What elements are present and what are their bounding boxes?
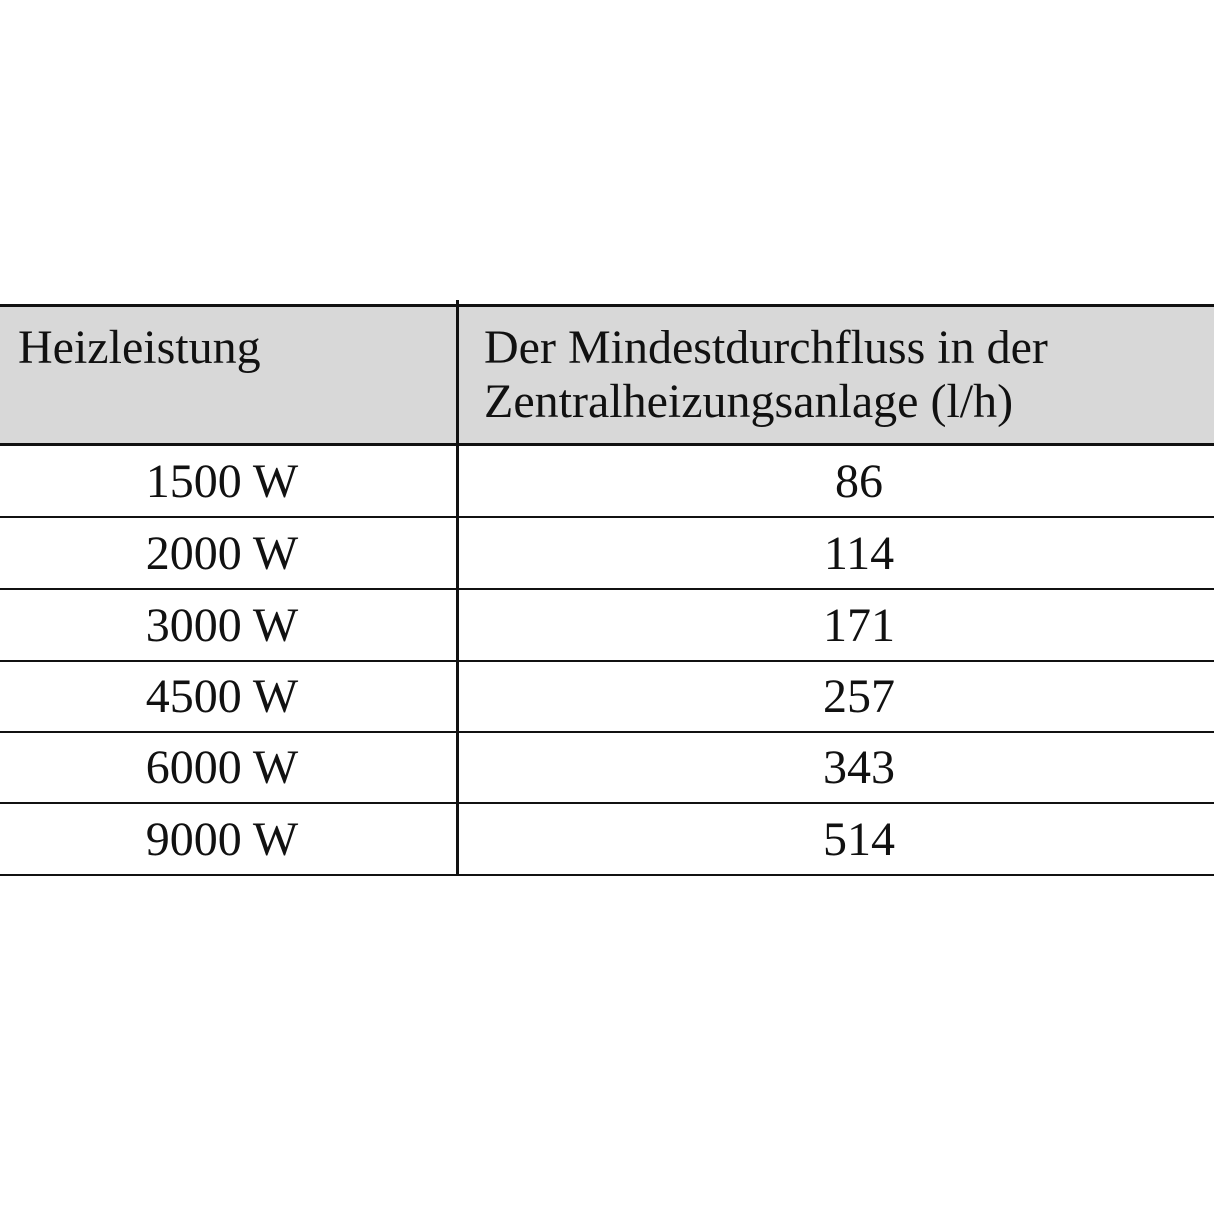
column-divider (456, 300, 459, 876)
cell-flow: 171 (823, 599, 895, 652)
cell-flow: 114 (823, 527, 895, 580)
table-row: 1500 W 86 (0, 446, 1214, 518)
table-header: Heizleistung Der Mindestdurchfluss in de… (0, 304, 1214, 446)
table-row: 9000 W 514 (0, 804, 1214, 876)
header-heizleistung: Heizleistung (18, 321, 261, 374)
cell-power: 6000 W (145, 741, 299, 794)
cell-power: 4500 W (145, 670, 299, 723)
table-row: 3000 W 171 (0, 590, 1214, 662)
cell-flow: 86 (835, 455, 883, 508)
cell-power: 2000 W (145, 527, 299, 580)
header-mindestdurchfluss: Der Mindestdurchfluss in der Zentralheiz… (484, 321, 1048, 428)
cell-flow: 514 (823, 813, 895, 866)
table-row: 2000 W 114 (0, 518, 1214, 590)
cell-power: 1500 W (145, 455, 299, 508)
cell-power: 9000 W (145, 813, 299, 866)
table-row: 4500 W 257 (0, 661, 1214, 733)
cell-flow: 257 (823, 670, 895, 723)
table-row: 6000 W 343 (0, 732, 1214, 804)
cell-power: 3000 W (145, 599, 299, 652)
cell-flow: 343 (823, 741, 895, 794)
